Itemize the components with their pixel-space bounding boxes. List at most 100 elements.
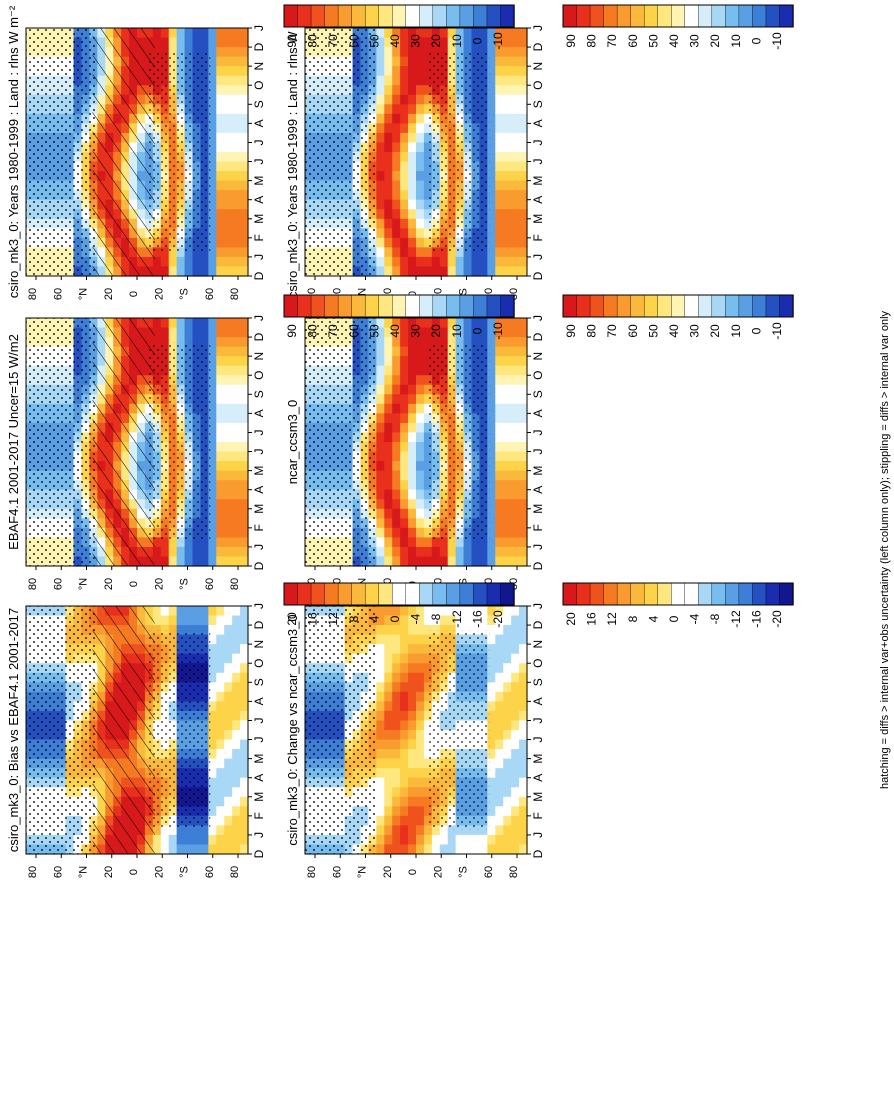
colorbar-swatch (351, 582, 366, 606)
lat-tick-label: 20 (103, 578, 115, 590)
colorbar-swatch (473, 582, 488, 606)
colorbar-swatch (657, 4, 672, 28)
month-tick-label: S (252, 100, 266, 108)
colorbar-swatch (324, 582, 339, 606)
colorbar-label: -10 (770, 322, 784, 340)
colorbar-swatch (765, 582, 781, 606)
colorbar-swatch (500, 4, 515, 28)
colorbar-label: 10 (450, 34, 464, 48)
colorbar-swatch (473, 4, 488, 28)
panel-title: csiro_mk3_0: Bias vs EBAF4.1 2001-2017 (6, 608, 21, 852)
month-tick-label: D (252, 849, 266, 858)
colorbar-swatch (684, 294, 699, 318)
colorbar-label: 4 (367, 615, 381, 622)
colorbar-swatch (405, 4, 420, 28)
colorbar-swatch (486, 294, 502, 318)
month-tick-label: D (252, 561, 266, 570)
month-tick-label: D (531, 849, 545, 858)
month-tick-label: M (252, 466, 266, 476)
month-tick-label: J (252, 159, 266, 165)
panel-title: csiro_mk3_0: Years 1980-1999 : Land : rl… (285, 5, 300, 298)
colorbar-label: 60 (626, 34, 640, 48)
colorbar-swatch (337, 582, 353, 606)
month-tick-label: D (252, 42, 266, 51)
colorbar-swatch (616, 582, 632, 606)
colorbar-swatch (752, 582, 767, 606)
month-tick-label: A (252, 119, 266, 127)
heatmap-panel-4: ncar_ccsm3_0DJFMAMJJASONDJ8060°N20020°S6… (285, 315, 545, 590)
colorbar-swatch (405, 294, 420, 318)
month-tick-label: D (252, 620, 266, 629)
colorbar-label: -4 (409, 613, 423, 624)
colorbar-swatch (603, 582, 618, 606)
colorbar-swatch (419, 582, 434, 606)
month-tick-label: N (252, 352, 266, 361)
colorbar-swatch (446, 582, 461, 606)
lat-tick-label: 60 (331, 866, 343, 878)
colorbar-swatch (310, 294, 326, 318)
stippling-overlay (427, 52, 490, 252)
lat-tick-label: °S (458, 866, 470, 878)
colorbar-label: 80 (585, 324, 599, 338)
colorbar-label: 10 (450, 324, 464, 338)
month-tick-label: D (252, 271, 266, 280)
lat-tick-label: °N (78, 288, 90, 300)
month-tick-label: J (531, 254, 545, 260)
colorbar-swatch (698, 4, 713, 28)
colorbar-swatch (589, 4, 605, 28)
colorbar-label: 30 (409, 324, 423, 338)
colorbar-label: -12 (450, 610, 464, 628)
month-tick-label: D (531, 42, 545, 51)
lat-tick-label: 20 (432, 866, 444, 878)
colorbar-label: 4 (646, 615, 660, 622)
colorbar-label: -10 (491, 322, 505, 340)
colorbar-absolute: 90 80 70 60 50 40 30 20 10 0 -10 (283, 294, 515, 340)
month-tick-label: J (531, 832, 545, 838)
month-tick-label: N (531, 352, 545, 361)
colorbar-swatch (779, 294, 794, 318)
month-tick-label: O (531, 371, 545, 380)
month-tick-label: M (531, 792, 545, 802)
colorbar-swatch (630, 294, 645, 318)
colorbar-swatch (500, 294, 515, 318)
colorbar-label: 70 (326, 324, 340, 338)
hatching-overlay (92, 318, 155, 566)
month-tick-label: J (531, 139, 545, 145)
month-tick-label: J (252, 737, 266, 743)
colorbar-swatch (603, 294, 618, 318)
colorbar-swatch (392, 4, 407, 28)
colorbar-swatch (671, 294, 686, 318)
month-tick-label: J (531, 603, 545, 609)
lat-tick-label: 80 (27, 288, 39, 300)
month-tick-label: J (252, 544, 266, 550)
month-tick-label: A (531, 196, 545, 204)
colorbar-swatch (643, 582, 659, 606)
month-tick-label: J (252, 603, 266, 609)
colorbar-label: 70 (605, 34, 619, 48)
colorbar-swatch (324, 4, 339, 28)
lat-tick-label: 80 (27, 866, 39, 878)
colorbar-swatch (738, 582, 754, 606)
month-tick-label: F (252, 234, 266, 241)
stippling-overlay (26, 28, 98, 276)
colorbar-swatch (351, 294, 366, 318)
month-tick-label: O (252, 371, 266, 380)
colorbar-label: -16 (749, 610, 763, 628)
month-tick-label: M (252, 504, 266, 514)
lat-tick-label: 60 (52, 578, 64, 590)
lat-tick-label: 60 (483, 866, 495, 878)
colorbar-label: -12 (729, 610, 743, 628)
lat-tick-label: °N (78, 578, 90, 590)
month-tick-label: D (531, 561, 545, 570)
colorbar-label: 8 (347, 615, 361, 622)
colorbar-swatch (500, 582, 515, 606)
heatmap-panel-2: csiro_mk3_0: Years 1980-1999 : Land : rl… (285, 5, 545, 300)
colorbar-difference: 20 16 12 8 4 0 -4 -8 -12 -16 -20 (562, 582, 794, 628)
colorbar-label: 70 (326, 34, 340, 48)
stippling-overlay (26, 606, 98, 854)
colorbar-label: 40 (667, 324, 681, 338)
colorbar-swatch (432, 4, 448, 28)
colorbar-swatch (657, 294, 672, 318)
colorbar-swatch (589, 582, 605, 606)
